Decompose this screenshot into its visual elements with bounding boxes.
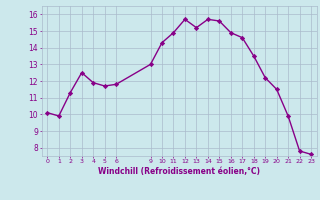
X-axis label: Windchill (Refroidissement éolien,°C): Windchill (Refroidissement éolien,°C): [98, 167, 260, 176]
